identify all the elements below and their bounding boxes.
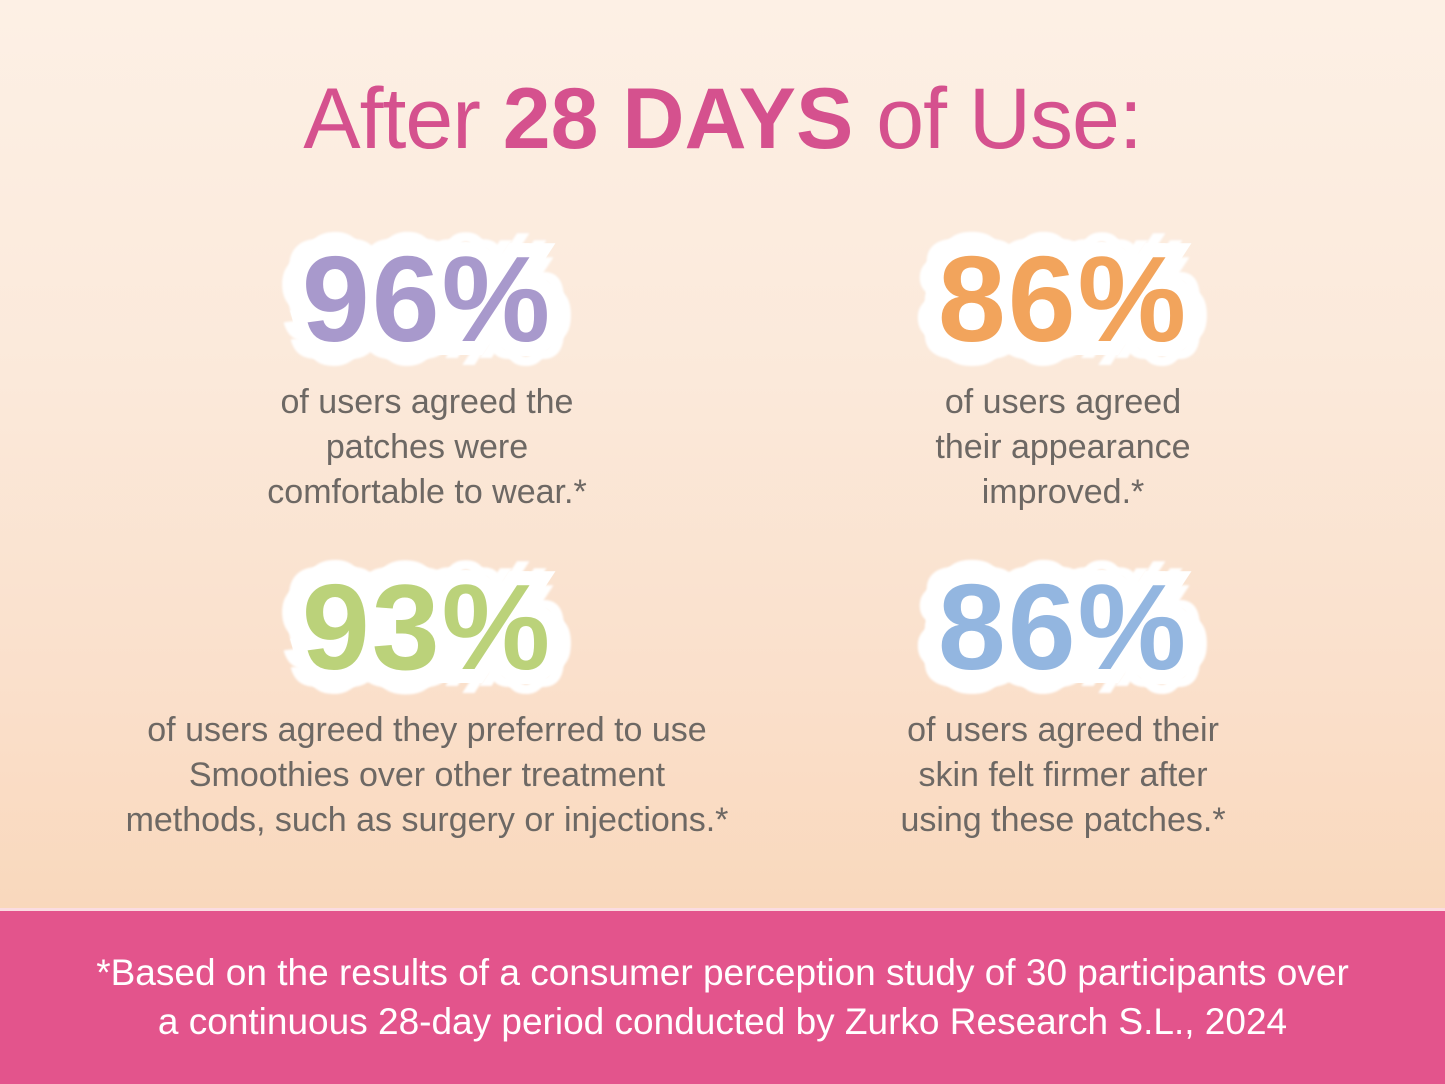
page-title: After 28 DAYS of Use: — [0, 72, 1445, 167]
title-prefix: After — [303, 71, 503, 167]
stat-preference: 93% 93% of users agreed they preferred t… — [47, 552, 807, 843]
stat-value-text: 93% — [301, 559, 553, 695]
caption-line: their appearance — [935, 427, 1191, 466]
caption-line: comfortable to wear.* — [267, 472, 587, 511]
footnote-line: a continuous 28-day period conducted by … — [157, 1000, 1288, 1042]
stat-firmness: 86% 86% of users agreed their skin felt … — [683, 552, 1443, 843]
title-emphasis: 28 DAYS — [502, 71, 854, 167]
stat-value-outline: 96% — [288, 224, 564, 374]
stat-value-text: 86% — [937, 559, 1189, 695]
caption-line: improved.* — [981, 472, 1145, 511]
stat-value-preference: 93% 93% — [288, 552, 564, 702]
stat-caption-comfortable: of users agreed the patches were comfort… — [267, 380, 586, 515]
title-suffix: of Use: — [853, 71, 1142, 167]
caption-line: patches were — [325, 427, 529, 466]
caption-line: of users agreed their — [907, 711, 1219, 749]
stat-value-text: 86% — [937, 231, 1189, 367]
footnote-line: *Based on the results of a consumer perc… — [96, 952, 1349, 994]
stat-value-outline: 86% — [924, 552, 1200, 702]
caption-line: using these patches.* — [900, 800, 1226, 839]
stat-value-text: 96% — [301, 231, 553, 367]
stat-comfortable: 96% 96% of users agreed the patches were… — [47, 224, 807, 515]
caption-line: Smoothies over other treatment — [188, 755, 666, 794]
stat-appearance: 86% 86% of users agreed their appearance… — [683, 224, 1443, 515]
caption-line: skin felt firmer after — [918, 755, 1208, 794]
stat-caption-appearance: of users agreed their appearance improve… — [935, 380, 1190, 515]
stat-value-outline: 93% — [288, 552, 564, 702]
stat-caption-preference: of users agreed they preferred to use Sm… — [126, 708, 729, 843]
caption-line: methods, such as surgery or injections.* — [125, 800, 729, 839]
stat-value-appearance: 86% 86% — [924, 224, 1200, 374]
footnote-band: *Based on the results of a consumer perc… — [0, 908, 1445, 1084]
caption-line: of users agreed the — [280, 383, 574, 421]
caption-line: of users agreed they preferred to use — [147, 711, 707, 749]
stat-value-firmness: 86% 86% — [924, 552, 1200, 702]
stat-caption-firmness: of users agreed their skin felt firmer a… — [900, 708, 1225, 843]
stat-value-comfortable: 96% 96% — [288, 224, 564, 374]
caption-line: of users agreed — [944, 383, 1182, 421]
stat-value-outline: 86% — [924, 224, 1200, 374]
